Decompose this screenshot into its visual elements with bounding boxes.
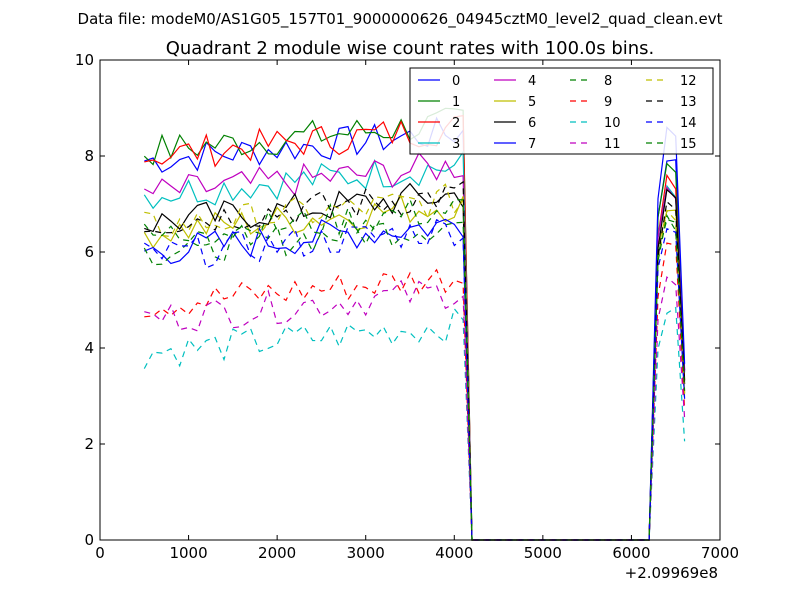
legend-label-14: 14 — [680, 116, 697, 131]
legend-label-12: 12 — [680, 74, 697, 89]
series-line-6 — [144, 182, 686, 541]
x-tick-label: 2000 — [258, 544, 296, 562]
series-line-14 — [143, 218, 686, 541]
legend-label-5: 5 — [528, 95, 536, 110]
series-line-13 — [144, 180, 686, 541]
series-line-8 — [143, 217, 686, 541]
legend-label-3: 3 — [452, 137, 460, 152]
x-tick-label: 6000 — [612, 544, 650, 562]
series-line-11 — [144, 275, 686, 541]
series-line-15 — [143, 198, 686, 541]
y-tick-label: 4 — [84, 339, 94, 357]
legend-label-15: 15 — [680, 137, 697, 152]
chart-title: Quadrant 2 module wise count rates with … — [166, 38, 655, 59]
legend-label-13: 13 — [680, 95, 697, 110]
legend-label-8: 8 — [604, 74, 612, 89]
legend-label-2: 2 — [452, 116, 460, 131]
series-line-1 — [143, 107, 686, 541]
x-tick-label: 1000 — [169, 544, 207, 562]
legend-label-10: 10 — [604, 116, 621, 131]
legend-label-4: 4 — [528, 74, 536, 89]
plot-frame — [99, 59, 721, 541]
legend-label-1: 1 — [452, 95, 460, 110]
y-tick-label: 0 — [84, 531, 94, 549]
series-line-12 — [144, 183, 686, 541]
legend-box — [409, 67, 714, 155]
legend-label-6: 6 — [528, 116, 536, 131]
x-offset-label: +2.09969e8 — [625, 564, 718, 582]
x-tick-label: 7000 — [701, 544, 739, 562]
series-line-5 — [143, 194, 686, 541]
legend-label-9: 9 — [604, 95, 612, 110]
x-tick-label: 4000 — [435, 544, 473, 562]
y-tick-label: 10 — [75, 51, 94, 69]
legend-label-0: 0 — [452, 74, 460, 89]
legend-label-11: 11 — [604, 137, 621, 152]
series-line-4 — [144, 152, 686, 541]
y-tick-label: 8 — [84, 147, 94, 165]
x-tick-label: 3000 — [347, 544, 385, 562]
plot-lines — [143, 107, 686, 541]
suptitle: Data file: modeM0/AS1G05_157T01_90000006… — [78, 10, 723, 29]
legend-label-7: 7 — [528, 137, 536, 152]
y-tick-label: 6 — [84, 243, 94, 261]
series-line-7 — [144, 126, 686, 541]
x-tick-label: 0 — [95, 544, 105, 562]
series-line-9 — [144, 242, 686, 541]
series-line-10 — [143, 306, 686, 541]
series-line-3 — [143, 150, 686, 541]
x-tick-label: 5000 — [524, 544, 562, 562]
y-tick-label: 2 — [84, 435, 94, 453]
